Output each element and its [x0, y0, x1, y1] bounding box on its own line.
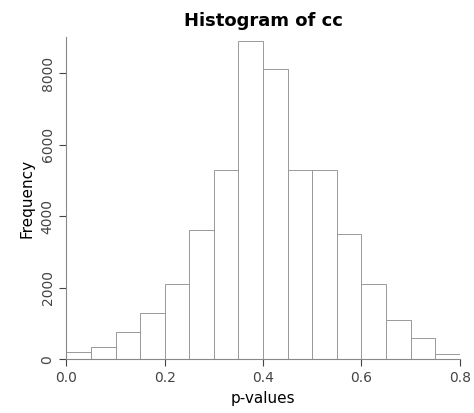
Bar	[312, 170, 337, 359]
Title: Histogram of cc: Histogram of cc	[183, 12, 343, 30]
Bar	[66, 352, 91, 359]
Y-axis label: Frequency: Frequency	[20, 159, 35, 238]
Bar	[165, 284, 189, 359]
Bar	[386, 320, 410, 359]
Bar	[238, 41, 263, 359]
Bar	[214, 170, 238, 359]
Bar	[288, 170, 312, 359]
Bar	[140, 313, 165, 359]
X-axis label: p-values: p-values	[231, 391, 295, 406]
Bar	[361, 284, 386, 359]
Bar	[337, 234, 361, 359]
Bar	[91, 347, 116, 359]
Bar	[263, 69, 288, 359]
Bar	[435, 354, 460, 359]
Bar	[189, 230, 214, 359]
Bar	[410, 338, 435, 359]
Bar	[116, 332, 140, 359]
